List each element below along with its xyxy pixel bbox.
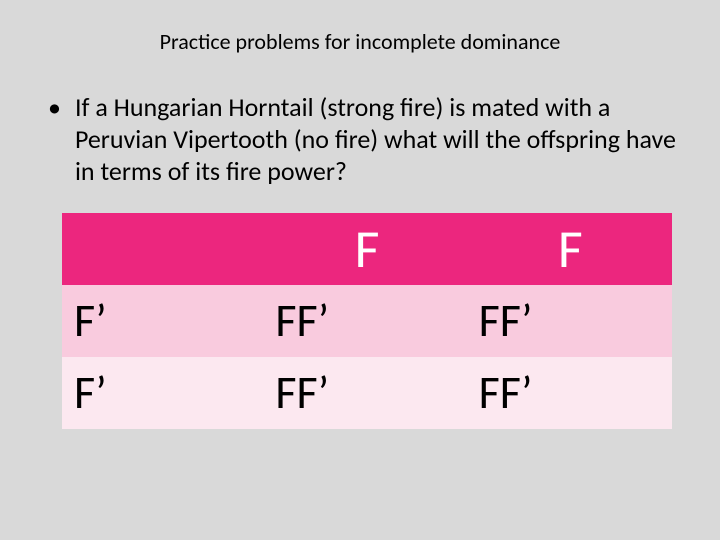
bullet-marker: • [48, 91, 61, 123]
col-header-1: F [265, 213, 468, 285]
punnett-table: F F F’ FF’ FF’ F’ FF’ FF’ [62, 213, 672, 429]
row-label-1: F’ [62, 285, 265, 357]
col-header-2: F [469, 213, 672, 285]
table-row: F’ FF’ FF’ [62, 285, 672, 357]
cell-2-1: FF’ [265, 357, 468, 429]
cell-2-2: FF’ [469, 357, 672, 429]
cell-1-2: FF’ [469, 285, 672, 357]
bullet-text: If a Hungarian Horntail (strong fire) is… [75, 91, 680, 187]
bullet-block: • If a Hungarian Horntail (strong fire) … [0, 79, 720, 187]
slide-title: Practice problems for incomplete dominan… [0, 0, 720, 79]
header-blank-cell [62, 213, 265, 285]
cell-1-1: FF’ [265, 285, 468, 357]
table-header-row: F F [62, 213, 672, 285]
bullet-row: • If a Hungarian Horntail (strong fire) … [48, 91, 680, 187]
table-row: F’ FF’ FF’ [62, 357, 672, 429]
punnett-square: F F F’ FF’ FF’ F’ FF’ FF’ [0, 187, 720, 429]
row-label-2: F’ [62, 357, 265, 429]
